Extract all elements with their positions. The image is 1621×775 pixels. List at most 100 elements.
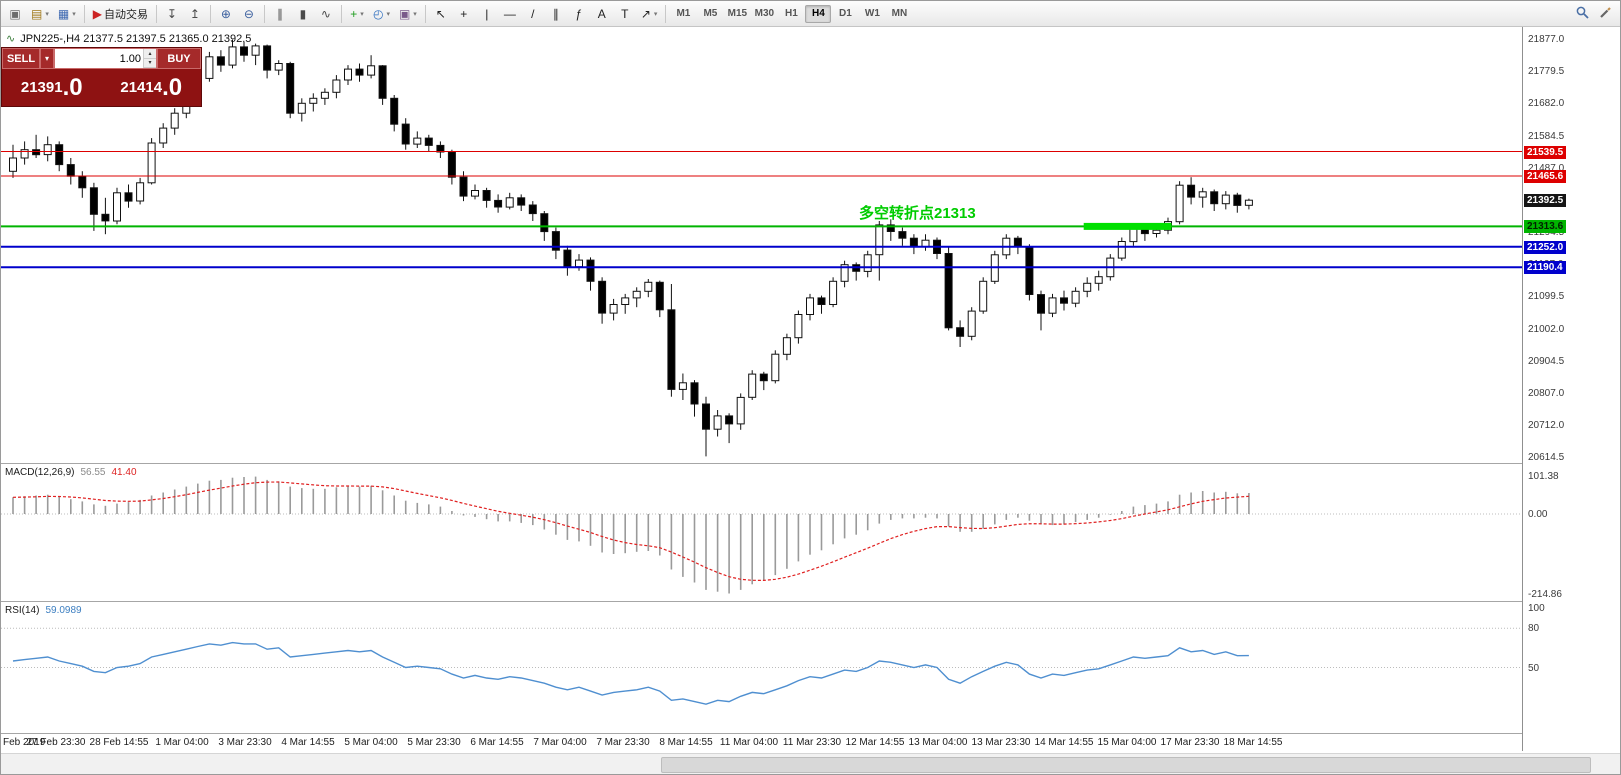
pencil-icon[interactable] bbox=[1599, 6, 1612, 19]
macd-indicator-pane[interactable] bbox=[1, 464, 1522, 601]
profiles-icon[interactable]: ▦ ▾ bbox=[54, 4, 80, 24]
dropdown-arrow-icon[interactable]: ▾ bbox=[653, 10, 658, 18]
time-axis-label: 7 Mar 04:00 bbox=[533, 737, 587, 748]
price-axis-label: 21002.0 bbox=[1528, 323, 1565, 335]
chart-shift-icon[interactable]: ↥ bbox=[184, 4, 206, 24]
indicators-icon[interactable]: + ▾ bbox=[346, 4, 368, 24]
trendline-icon[interactable]: / bbox=[522, 4, 544, 24]
vertical-line-icon[interactable]: | bbox=[476, 4, 498, 24]
periods-icon[interactable]: ◴ ▾ bbox=[369, 4, 394, 24]
toolbar-separator bbox=[424, 4, 426, 23]
cursor-icon[interactable]: ↖ bbox=[430, 4, 452, 24]
horizontal-line-icon[interactable]: — bbox=[499, 4, 521, 24]
auto-trading-label: 自动交易 bbox=[103, 8, 148, 21]
crosshair-icon[interactable]: + bbox=[453, 4, 475, 24]
toolbar-separator bbox=[209, 4, 211, 23]
sell-price-big: .0 bbox=[62, 73, 83, 101]
equidistant-channel-icon[interactable]: ∥ bbox=[545, 4, 567, 24]
timeframe-w1-button[interactable]: W1 bbox=[864, 8, 880, 19]
candlestick-chart-icon[interactable]: ▮ bbox=[292, 4, 314, 24]
time-axis[interactable]: Feb 2019 27 Feb 23:30 28 Feb 14:55 1 Mar 04… bbox=[1, 734, 1620, 752]
pane-separator[interactable] bbox=[1, 601, 1620, 602]
sell-price-button[interactable]: 21391.0 bbox=[2, 69, 102, 106]
auto-trading-button[interactable]: ▶ 自动交易 bbox=[89, 4, 152, 24]
scrollbar-thumb[interactable] bbox=[661, 757, 1591, 773]
search-icon[interactable] bbox=[1576, 6, 1589, 19]
buy-price-big: .0 bbox=[162, 73, 183, 101]
price-axis-label: 21877.0 bbox=[1528, 33, 1565, 45]
toolbar-separator bbox=[155, 4, 157, 23]
price-axis-label: 21682.0 bbox=[1528, 98, 1565, 110]
time-axis-label: 14 Mar 14:55 bbox=[1034, 737, 1094, 748]
periods-icon: ◴ bbox=[372, 6, 384, 21]
time-axis-label: Feb 2019 bbox=[3, 737, 46, 748]
volume-down-icon[interactable]: ▾ bbox=[144, 58, 156, 68]
arrows-icon[interactable]: ↗ ▾ bbox=[637, 4, 662, 24]
sell-price-main: 21391 bbox=[20, 79, 63, 96]
chart-symbol-ohlc: JPN225-,H4 21377.5 21397.5 21365.0 21392… bbox=[20, 32, 252, 45]
auto-scroll-icon[interactable]: ↧ bbox=[161, 4, 183, 24]
sell-dropdown-icon[interactable]: ▾ bbox=[40, 48, 54, 69]
bar-chart-icon[interactable]: ∥ bbox=[269, 4, 291, 24]
new-order-icon: ▣ bbox=[9, 6, 21, 21]
templates-icon[interactable]: ▣ ▾ bbox=[395, 4, 421, 24]
price-axis-label: 21099.5 bbox=[1528, 291, 1565, 303]
sell-button[interactable]: SELL bbox=[2, 48, 40, 69]
timeframe-h4-button[interactable]: H4 bbox=[805, 4, 832, 23]
price-axis-label: 21487.0 bbox=[1528, 162, 1565, 174]
level-price-label: 21539.5 bbox=[1524, 145, 1567, 159]
timeframe-h1-button[interactable]: H1 bbox=[784, 8, 798, 19]
crosshair-icon: + bbox=[460, 6, 468, 21]
time-axis-label: 7 Mar 23:30 bbox=[596, 737, 650, 748]
chart-mini-icon: ∿ bbox=[6, 33, 16, 45]
price-axis-column: 21877.021779.521682.021584.521487.021389… bbox=[1522, 27, 1620, 751]
toolbar-separator bbox=[340, 4, 342, 23]
price-chart-pane[interactable] bbox=[1, 27, 1522, 463]
rsi-axis-label: 50 bbox=[1528, 662, 1540, 674]
arrows-icon: ↗ bbox=[640, 6, 651, 21]
auto-scroll-icon: ↧ bbox=[166, 6, 177, 21]
buy-price-button[interactable]: 21414.0 bbox=[102, 69, 202, 106]
profiles-icon: ▦ bbox=[57, 6, 70, 21]
timeframe-m15-button[interactable]: M15 bbox=[727, 8, 748, 19]
horizontal-scrollbar[interactable] bbox=[1, 753, 1620, 774]
dropdown-arrow-icon[interactable]: ▾ bbox=[360, 10, 364, 18]
volume-up-icon[interactable]: ▴ bbox=[144, 49, 156, 59]
dropdown-arrow-icon[interactable]: ▾ bbox=[413, 10, 417, 18]
text-icon: A bbox=[597, 6, 606, 21]
trendline-icon: / bbox=[531, 6, 535, 21]
timeframe-m30-button[interactable]: M30 bbox=[754, 8, 775, 19]
volume-input[interactable] bbox=[55, 49, 143, 68]
price-axis-label: 20712.0 bbox=[1528, 419, 1565, 431]
pane-separator bbox=[1, 733, 1620, 734]
line-chart-icon: ∿ bbox=[320, 6, 331, 21]
new-order-icon[interactable]: ▣ bbox=[4, 4, 26, 24]
timeframe-mn-button[interactable]: MN bbox=[891, 8, 908, 19]
time-axis-label: 5 Mar 23:30 bbox=[407, 737, 461, 748]
text-icon[interactable]: A bbox=[591, 4, 613, 24]
volume-field: ▴ ▾ bbox=[54, 48, 157, 69]
zoom-out-icon[interactable]: ⊖ bbox=[238, 4, 260, 24]
pane-separator[interactable] bbox=[1, 463, 1620, 464]
one-click-trading-panel: SELL ▾ ▴ ▾ BUY 21391.0 21414.0 bbox=[1, 47, 202, 107]
dropdown-arrow-icon[interactable]: ▾ bbox=[72, 10, 76, 18]
zoom-in-icon: ⊕ bbox=[220, 6, 231, 21]
toolbar-separator bbox=[263, 4, 265, 23]
dropdown-arrow-icon[interactable]: ▾ bbox=[45, 10, 49, 18]
fibonacci-icon[interactable]: ƒ bbox=[568, 4, 590, 24]
macd-axis-label: 101.38 bbox=[1528, 471, 1559, 483]
zoom-in-icon[interactable]: ⊕ bbox=[215, 4, 237, 24]
line-chart-icon[interactable]: ∿ bbox=[315, 4, 337, 24]
text-label-icon[interactable]: T bbox=[614, 4, 636, 24]
new-chart-icon[interactable]: ▤ ▾ bbox=[27, 4, 53, 24]
timeframe-m5-button[interactable]: M5 bbox=[703, 8, 718, 19]
dropdown-arrow-icon[interactable]: ▾ bbox=[386, 10, 390, 18]
timeframe-m1-button[interactable]: M1 bbox=[676, 8, 691, 19]
equidistant-channel-icon: ∥ bbox=[552, 6, 559, 21]
rsi-indicator-pane[interactable] bbox=[1, 602, 1522, 733]
time-axis-label: 11 Mar 04:00 bbox=[719, 737, 779, 748]
buy-button[interactable]: BUY bbox=[157, 48, 201, 69]
timeframe-d1-button[interactable]: D1 bbox=[838, 8, 852, 19]
price-axis-label: 20807.0 bbox=[1528, 388, 1565, 400]
time-axis-label: 3 Mar 23:30 bbox=[218, 737, 272, 748]
